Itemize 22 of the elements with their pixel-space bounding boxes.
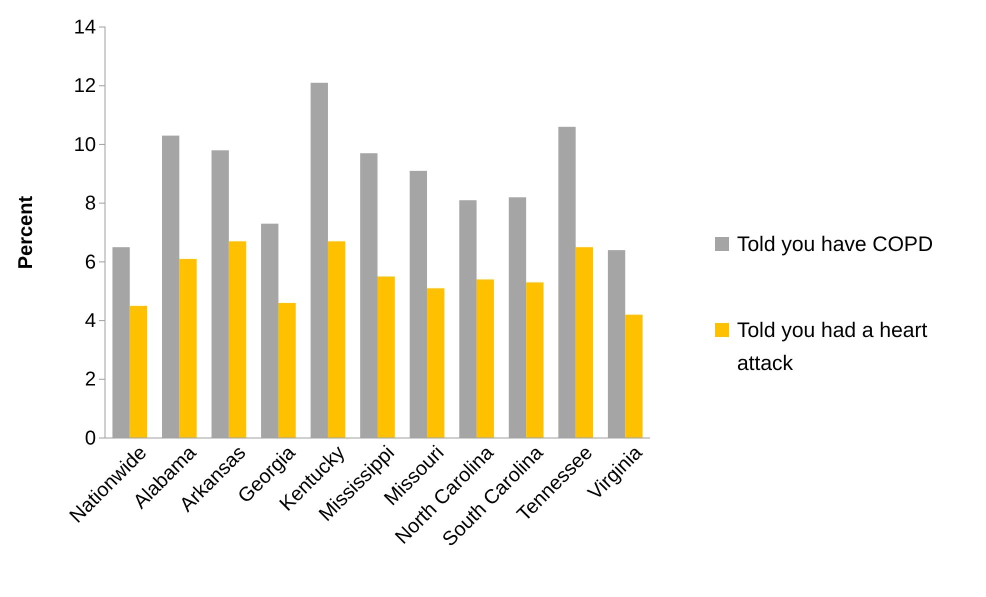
y-tick-label: 6	[84, 251, 96, 274]
bar	[427, 288, 444, 438]
bar	[625, 314, 643, 438]
bar	[476, 279, 494, 438]
y-tick-label: 2	[84, 368, 96, 391]
bar	[228, 241, 246, 438]
bar	[378, 276, 395, 438]
y-tick-label: 0	[84, 427, 96, 450]
bar	[278, 302, 296, 438]
bar	[328, 241, 346, 438]
bar	[526, 282, 544, 438]
bar	[130, 306, 148, 438]
legend-label: Told you had a heart attack	[737, 318, 928, 375]
y-tick-label: 14	[74, 16, 96, 38]
y-tick-label: 8	[84, 192, 96, 215]
legend-label: Told you have COPD	[737, 232, 934, 256]
bar	[576, 247, 594, 438]
y-tick-label: 4	[84, 310, 96, 332]
bar	[179, 258, 197, 438]
y-tick-label: 10	[74, 134, 96, 156]
y-axis-title: Percent	[15, 195, 37, 270]
y-tick-label: 12	[74, 75, 96, 98]
